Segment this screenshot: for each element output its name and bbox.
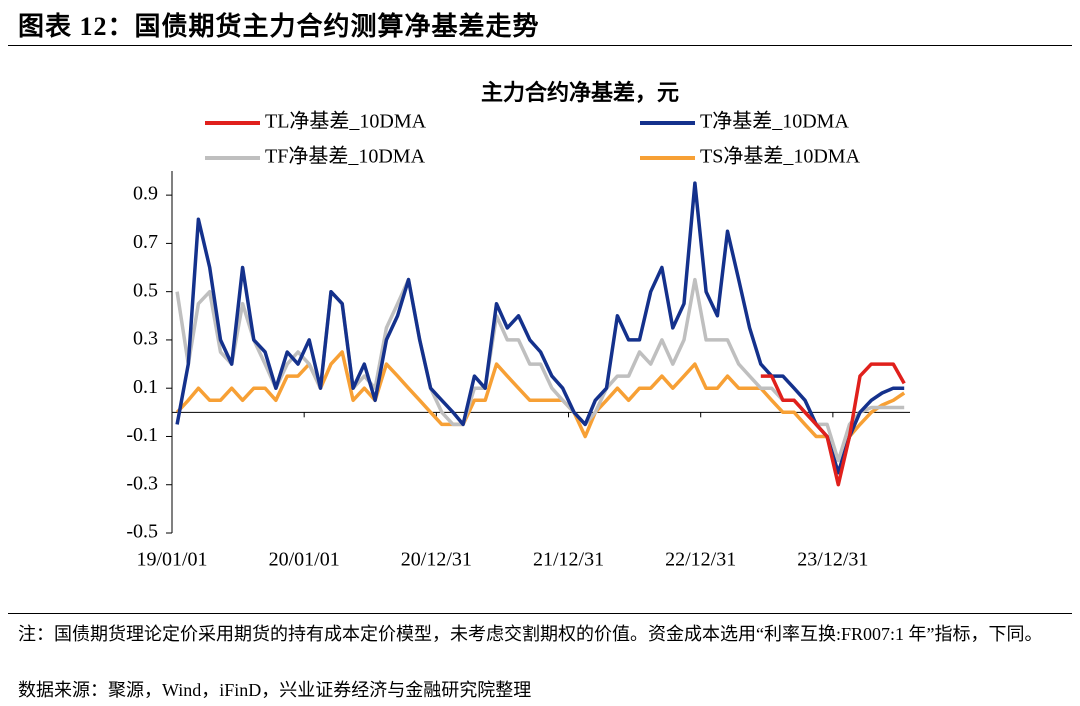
y-tick-label: -0.5 (126, 521, 158, 543)
y-tick-label: -0.1 (126, 424, 158, 446)
chart-title: 主力合约净基差，元 (481, 80, 679, 105)
x-tick-label: 20/12/31 (401, 549, 472, 571)
source: 数据来源：聚源，Wind，iFinD，兴业证券经济与金融研究院整理 (18, 680, 532, 700)
legend-label: TL净基差_10DMA (265, 110, 427, 133)
y-tick-label: 0.5 (133, 279, 158, 301)
legend-label: TF净基差_10DMA (265, 145, 426, 168)
series-line (175, 277, 905, 463)
series-line (760, 362, 906, 487)
y-tick-label: -0.3 (126, 472, 158, 494)
figure-title: 图表 12：国债期货主力合约测算净基差走势 (18, 12, 540, 41)
x-tick-label: 19/01/01 (136, 549, 207, 571)
y-tick-label: 0.9 (133, 183, 158, 205)
y-tick-label: 0.1 (133, 376, 158, 398)
x-tick-label: 23/12/31 (797, 549, 868, 571)
legend-label: T净基差_10DMA (700, 110, 849, 133)
legend-label: TS净基差_10DMA (700, 145, 861, 168)
series-line (175, 350, 906, 475)
note: 注：国债期货理论定价采用期货的持有成本定价模型，未考虑交割期权的价值。资金成本选… (18, 624, 1043, 644)
chart: 主力合约净基差，元 -0.5 -0.3 -0.1 0.1 0.3 0.5 0.7 0.9 19/… (126, 80, 910, 571)
top-rule (8, 45, 1072, 46)
x-tick-label: 20/01/01 (269, 549, 340, 571)
x-tick-label: 22/12/31 (665, 549, 736, 571)
x-tick-label: 21/12/31 (533, 549, 604, 571)
y-tick-label: 0.7 (133, 231, 158, 253)
y-tick-label: 0.3 (133, 328, 158, 350)
series-line (175, 181, 905, 475)
bottom-rule (8, 613, 1072, 614)
